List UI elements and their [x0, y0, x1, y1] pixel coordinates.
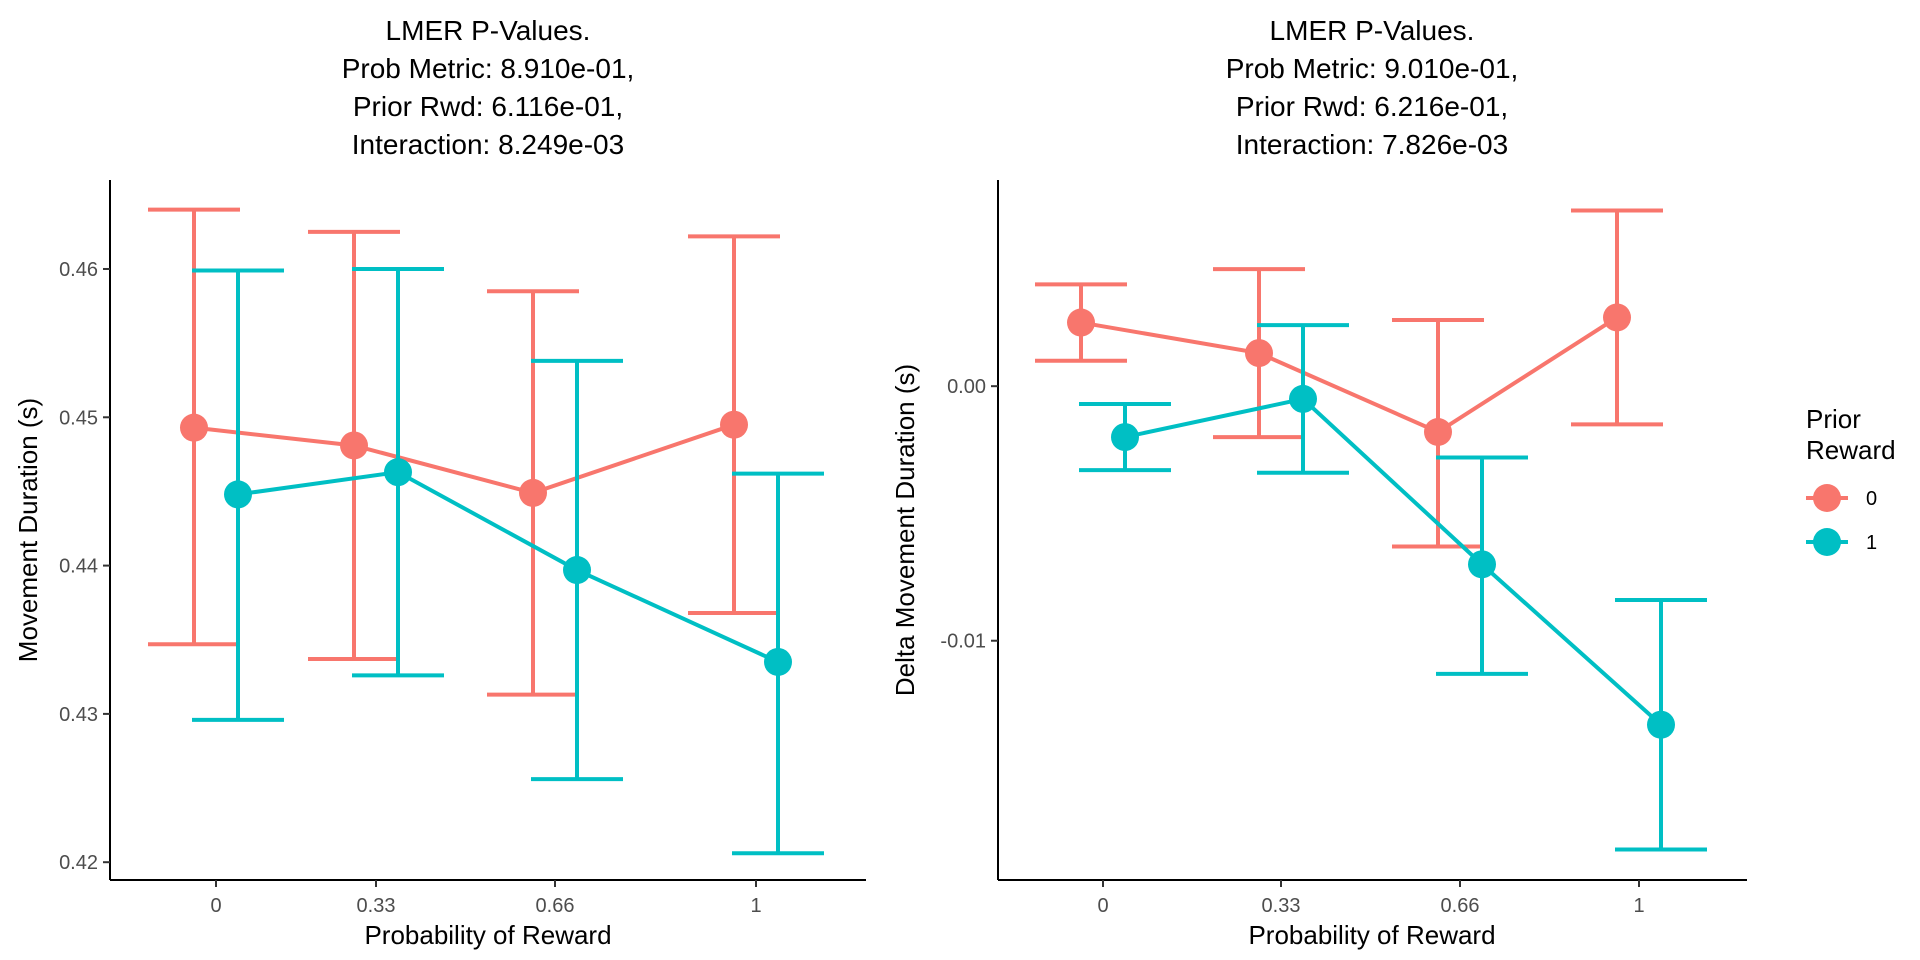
- data-point: [563, 556, 591, 585]
- legend-title: Prior: [1806, 404, 1861, 434]
- x-tick-label: 0.66: [1441, 895, 1480, 917]
- right-panel-title: LMER P-Values. Prob Metric: 9.010e-01, Pri…: [1226, 15, 1519, 160]
- left-panel-marks: [148, 207, 824, 856]
- legend-item-0: 0: [1806, 484, 1877, 512]
- y-tick-label: 0.42: [59, 852, 98, 874]
- series-line: [1124, 396, 1663, 727]
- left-panel: LMER P-Values. Prob Metric: 8.910e-01, Pri…: [13, 15, 866, 950]
- left-panel-x-ticks: 0 0.33 0.66 1: [210, 880, 762, 917]
- data-point: [1424, 418, 1452, 446]
- title-line: Interaction: 8.249e-03: [352, 129, 624, 160]
- x-tick-label: 0.33: [1262, 895, 1301, 917]
- series-line: [1080, 315, 1619, 435]
- right-panel-x-ticks: 0 0.33 0.66 1: [1097, 880, 1645, 917]
- legend-key-point: [1813, 528, 1841, 556]
- data-point: [1111, 423, 1139, 452]
- left-panel-y-axis-title: Movement Duration (s): [13, 398, 43, 662]
- x-tick-label: 0: [1097, 895, 1108, 917]
- series-0: [148, 207, 780, 697]
- title-line: Interaction: 7.826e-03: [1236, 129, 1508, 160]
- data-point: [1468, 550, 1496, 579]
- x-tick-label: 1: [750, 895, 761, 917]
- data-point: [1289, 384, 1317, 413]
- y-tick-label: 0.44: [59, 556, 98, 578]
- series-line: [237, 470, 779, 664]
- y-tick-label: 0.46: [59, 259, 98, 281]
- data-point: [720, 410, 748, 439]
- title-line: Prob Metric: 9.010e-01,: [1226, 53, 1519, 84]
- y-tick-label: 0.00: [947, 376, 986, 398]
- legend-title: Reward: [1806, 435, 1896, 465]
- data-point: [224, 480, 252, 509]
- data-point: [1603, 303, 1631, 332]
- right-panel-x-axis-title: Probability of Reward: [1248, 920, 1495, 950]
- series-0: [1035, 208, 1663, 549]
- legend-item-1: 1: [1806, 528, 1877, 556]
- legend-key-point: [1813, 484, 1841, 512]
- title-line: Prior Rwd: 6.116e-01,: [353, 91, 623, 122]
- legend-label: 1: [1866, 532, 1877, 554]
- x-tick-label: 1: [1633, 895, 1644, 917]
- data-point: [519, 478, 547, 507]
- data-point: [340, 431, 368, 460]
- title-line: LMER P-Values.: [386, 15, 591, 46]
- data-point: [180, 413, 208, 442]
- title-line: Prob Metric: 8.910e-01,: [342, 53, 635, 84]
- y-tick-label: -0.01: [940, 631, 986, 653]
- right-panel-y-axis-title: Delta Movement Duration (s): [890, 364, 920, 696]
- data-point: [384, 458, 412, 487]
- y-tick-label: 0.43: [59, 704, 98, 726]
- title-line: Prior Rwd: 6.216e-01,: [1236, 91, 1508, 122]
- right-panel-y-ticks: -0.01 0.00: [940, 376, 998, 653]
- series-1: [1079, 323, 1707, 852]
- x-tick-label: 0.66: [536, 895, 575, 917]
- right-panel: LMER P-Values. Prob Metric: 9.010e-01, Pri…: [890, 15, 1747, 950]
- x-tick-label: 0.33: [357, 895, 396, 917]
- left-panel-y-ticks: 0.42 0.43 0.44 0.45 0.46: [59, 259, 110, 874]
- series-1: [192, 266, 824, 856]
- right-panel-marks: [1035, 208, 1707, 852]
- left-panel-x-axis-title: Probability of Reward: [364, 920, 611, 950]
- y-tick-label: 0.45: [59, 407, 98, 429]
- data-point: [1067, 308, 1095, 337]
- title-line: LMER P-Values.: [1270, 15, 1475, 46]
- left-panel-title: LMER P-Values. Prob Metric: 8.910e-01, Pri…: [342, 15, 635, 160]
- data-point: [1245, 339, 1273, 368]
- series-line: [193, 422, 735, 496]
- legend-label: 0: [1866, 488, 1877, 510]
- data-point: [1647, 710, 1675, 739]
- data-point: [764, 647, 792, 676]
- x-tick-label: 0: [210, 895, 221, 917]
